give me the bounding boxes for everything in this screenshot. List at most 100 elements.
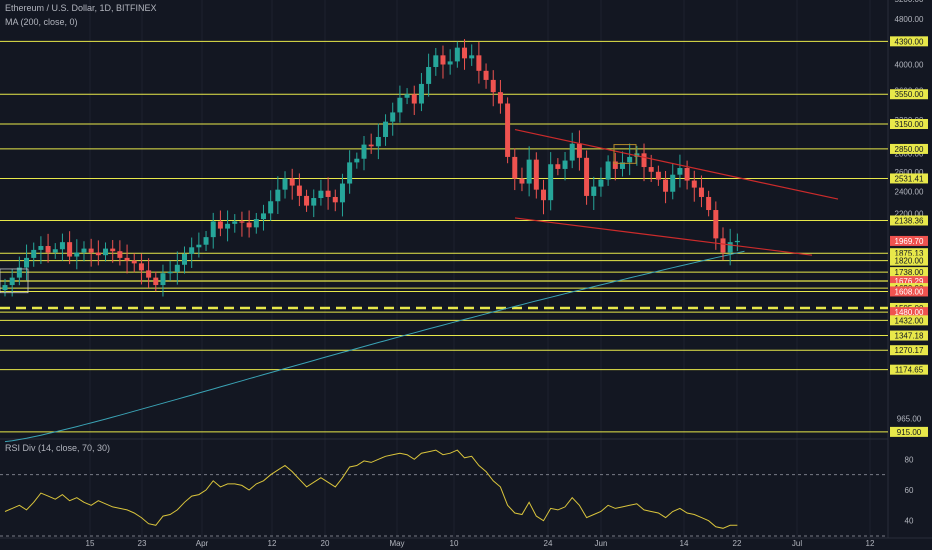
level-label-19: 1174.65 xyxy=(895,366,924,375)
candle-body-12 xyxy=(88,248,94,253)
level-label-4: 2531.41 xyxy=(895,174,924,183)
symbol-legend[interactable]: Ethereum / U.S. Dollar, 1D, BITFINEX xyxy=(5,3,157,13)
candle-body-46 xyxy=(332,196,338,203)
trendline-upper xyxy=(514,129,839,200)
level-label-1: 3550.00 xyxy=(895,90,924,99)
candle-body-52 xyxy=(375,136,381,147)
price-tick-0: 5200.00 xyxy=(895,0,924,4)
candle-body-62 xyxy=(447,61,453,65)
level-label-box-20 xyxy=(890,426,928,437)
level-label-17: 1347.18 xyxy=(895,332,924,341)
candle-body-34 xyxy=(246,222,252,228)
moving-average xyxy=(4,250,745,443)
candle-body-87 xyxy=(627,156,633,163)
candle-body-21 xyxy=(153,277,159,286)
level-label-0: 4390.00 xyxy=(895,37,924,46)
rsi-line xyxy=(4,449,738,529)
candle-body-64 xyxy=(462,47,468,59)
candle-body-29 xyxy=(210,221,216,238)
candle-body-51 xyxy=(368,144,374,147)
time-tick-3: 12 xyxy=(268,539,277,548)
time-tick-1: 23 xyxy=(138,539,147,548)
rsi-tick-0: 80 xyxy=(905,455,914,464)
level-label-13: 1608.00 xyxy=(895,287,924,296)
range-box xyxy=(0,268,29,294)
price-tick-8: 2200.00 xyxy=(895,209,924,218)
level-label-7: 1875.13 xyxy=(895,249,924,258)
candle-body-66 xyxy=(476,55,482,71)
candle-body-57 xyxy=(411,94,417,104)
level-label-15: 1480.00 xyxy=(895,308,924,317)
price-tick-7: 2400.00 xyxy=(895,188,924,197)
candle-body-79 xyxy=(569,143,575,161)
candle-body-76 xyxy=(548,164,554,201)
candle-body-53 xyxy=(383,121,389,137)
candle-body-19 xyxy=(138,263,144,271)
price-tick-6: 2600.00 xyxy=(895,168,924,177)
candle-body-5 xyxy=(38,246,44,250)
time-tick-11: Jul xyxy=(792,539,802,548)
candle-body-68 xyxy=(490,79,496,93)
candle-body-89 xyxy=(641,153,647,168)
candle-body-86 xyxy=(619,162,625,169)
candle-body-69 xyxy=(497,92,503,104)
highlight-box xyxy=(613,144,637,164)
level-label-6: 1969.70 xyxy=(895,237,924,246)
ma-line xyxy=(4,250,745,443)
candle-body-26 xyxy=(189,247,195,254)
level-label-8: 1820.00 xyxy=(895,257,924,266)
candle-body-22 xyxy=(160,273,166,286)
candle-body-38 xyxy=(275,189,281,202)
candle-body-23 xyxy=(167,271,173,274)
candle-body-60 xyxy=(433,55,439,68)
level-label-18: 1270.17 xyxy=(895,346,924,355)
candle-body-88 xyxy=(634,153,640,157)
candle-body-25 xyxy=(182,253,187,265)
candle-body-8 xyxy=(59,242,65,250)
time-tick-6: 10 xyxy=(450,539,459,548)
level-label-box-8 xyxy=(890,255,928,266)
level-label-box-15 xyxy=(890,307,928,318)
level-label-20: 915.00 xyxy=(897,428,922,437)
candle-body-48 xyxy=(347,162,353,184)
candle-body-101 xyxy=(727,242,733,253)
candle-body-73 xyxy=(526,159,532,184)
candle-body-31 xyxy=(225,223,231,229)
candle-body-55 xyxy=(397,97,403,113)
candle-body-74 xyxy=(533,159,539,190)
ma-legend[interactable]: MA (200, close, 0) xyxy=(5,17,78,27)
rsi-legend[interactable]: RSI Div (14, close, 70, 30) xyxy=(5,443,111,453)
candle-body-43 xyxy=(311,198,317,206)
candle-body-96 xyxy=(691,180,697,188)
candle-body-58 xyxy=(418,83,424,104)
candle-body-1 xyxy=(9,277,15,286)
x-axis[interactable]: 15 23 Apr 12 20 May 10 24 Jun 14 22 Jul 12 xyxy=(86,539,875,548)
level-label-box-4 xyxy=(890,173,928,184)
candle-body-2 xyxy=(16,267,22,278)
candle-body-94 xyxy=(677,167,683,175)
candle-body-28 xyxy=(203,237,209,245)
candle-body-63 xyxy=(454,47,460,62)
candle-body-95 xyxy=(684,167,690,181)
candle-body-75 xyxy=(541,189,546,201)
time-tick-0: 15 xyxy=(86,539,95,548)
price-labels: 4390.00 3550.00 3150.00 2850.00 2531.41 2138.… xyxy=(890,36,928,437)
candle-body-72 xyxy=(519,178,525,184)
candle-body-40 xyxy=(289,178,295,186)
candle-body-30 xyxy=(217,221,223,229)
candle-body-82 xyxy=(591,186,597,196)
candle-body-100 xyxy=(720,238,726,253)
candle-body-3 xyxy=(24,257,30,268)
candle-body-85 xyxy=(612,161,618,169)
level-label-box-2 xyxy=(890,119,928,130)
candle-body-0 xyxy=(2,285,8,291)
candle-body-83 xyxy=(598,179,604,187)
candle-body-9 xyxy=(67,242,73,257)
level-label-box-19 xyxy=(890,364,928,375)
candle-body-77 xyxy=(555,164,561,169)
candle-body-44 xyxy=(318,190,324,199)
candle-body-47 xyxy=(339,183,345,203)
candle-body-84 xyxy=(605,161,611,180)
